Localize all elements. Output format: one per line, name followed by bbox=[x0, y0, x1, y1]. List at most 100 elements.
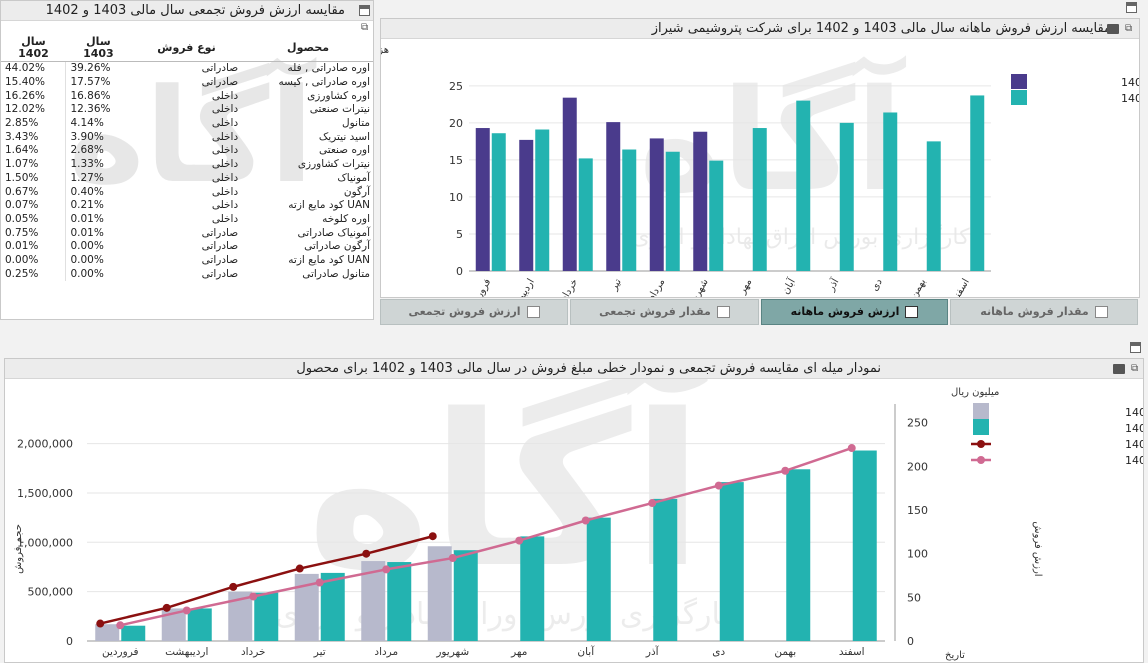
point-1403 bbox=[428, 532, 437, 541]
bar-1402 bbox=[786, 469, 811, 641]
table-row[interactable]: UAN کود مایع ازته داخلی 0.21% 0.07% bbox=[1, 198, 373, 213]
y-axis-label: حجم فروش bbox=[13, 524, 24, 574]
x-tick-label: اسفند bbox=[839, 646, 865, 658]
line-1403 bbox=[99, 535, 434, 625]
column-header-year-1403[interactable]: سال 1403 bbox=[65, 35, 131, 62]
point-1402 bbox=[714, 481, 723, 490]
export-excel-icon[interactable]: ⧉ bbox=[361, 22, 369, 33]
y2-tick-label: 200 bbox=[907, 460, 928, 473]
maximize-icon[interactable] bbox=[1126, 2, 1137, 13]
product-cell: متانول صادراتی bbox=[302, 267, 370, 280]
bar-1403 bbox=[562, 97, 577, 271]
table-row[interactable]: اوره کلوخه داخلی 0.01% 0.05% bbox=[1, 212, 373, 227]
table-row[interactable]: اوره صنعتی داخلی 2.68% 1.64% bbox=[1, 144, 373, 158]
y-tick-label: 5 bbox=[456, 228, 463, 241]
x-tick-label: مهر bbox=[737, 277, 755, 297]
point-1402 bbox=[781, 466, 790, 475]
sale-type-cell: داخلی bbox=[211, 89, 239, 102]
share-1402-cell: 3.43% bbox=[5, 130, 39, 143]
table-row[interactable]: آرگون داخلی 0.40% 0.67% bbox=[1, 185, 373, 199]
bar-1402 bbox=[187, 608, 212, 641]
sale-type-cell: داخلی bbox=[211, 117, 239, 130]
y-tick-label: 0 bbox=[66, 635, 73, 648]
product-share-table: محصول نوع فروش سال 1403 سال 1402 اوره صا… bbox=[1, 35, 373, 281]
column-header-sale-type[interactable]: نوع فروش bbox=[130, 35, 243, 62]
export-excel-icon[interactable]: ⧉ bbox=[1125, 23, 1133, 34]
bar-1402 bbox=[453, 550, 478, 641]
table-row[interactable]: متانول صادراتی صادراتی 0.00% 0.25% bbox=[1, 267, 373, 281]
share-1403-cell: 1.33% bbox=[65, 157, 131, 172]
point-1402 bbox=[448, 554, 457, 563]
product-cell: اوره صادراتی , فله bbox=[287, 62, 371, 75]
table-row[interactable]: نیترات کشاورزی داخلی 1.33% 1.07% bbox=[1, 157, 373, 172]
y-tick-label: 0 bbox=[456, 265, 463, 278]
share-1402-cell: 1.07% bbox=[5, 158, 39, 171]
tab-label: مقدار فروش ماهانه bbox=[980, 305, 1089, 318]
tab-monthly-volume[interactable]: مقدار فروش ماهانه bbox=[950, 299, 1138, 325]
legend-label: حجم فروش تجمعی 1403 bbox=[1125, 406, 1143, 419]
table-row[interactable]: اسید نیتریک داخلی 3.90% 3.43% bbox=[1, 130, 373, 145]
x-tick-label: آبان bbox=[577, 645, 595, 658]
sale-type-cell: صادراتی bbox=[201, 267, 239, 280]
x-tick-label: مهر bbox=[510, 646, 527, 658]
bar-1402 bbox=[839, 122, 854, 271]
share-1402-cell: 1.64% bbox=[5, 144, 39, 157]
y2-axis-label: ارزش فروش bbox=[1032, 521, 1043, 576]
export-pdf-icon[interactable] bbox=[1107, 24, 1119, 34]
point-1403 bbox=[162, 603, 171, 612]
bar-1403 bbox=[519, 139, 534, 271]
table-row[interactable]: UAN کود مایع ازته صادراتی 0.00% 0.00% bbox=[1, 253, 373, 268]
table-row[interactable]: نیترات صنعتی داخلی 12.36% 12.02% bbox=[1, 103, 373, 117]
share-1403-cell: 16.86% bbox=[65, 89, 131, 104]
y2-tick-label: 150 bbox=[907, 504, 928, 517]
share-1402-cell: 15.40% bbox=[5, 76, 46, 89]
point-1402 bbox=[182, 606, 191, 615]
share-1402-cell: 12.02% bbox=[5, 103, 46, 116]
table-row[interactable]: اوره کشاورزی داخلی 16.86% 16.26% bbox=[1, 89, 373, 104]
table-row[interactable]: آمونیاک داخلی 1.27% 1.50% bbox=[1, 171, 373, 186]
sale-type-cell: داخلی bbox=[211, 199, 239, 212]
tab-cumulative-volume[interactable]: مقدار فروش تجمعی bbox=[570, 299, 759, 325]
share-1403-cell: 1.27% bbox=[65, 171, 131, 186]
sale-type-cell: داخلی bbox=[211, 158, 239, 171]
product-cell: اوره صنعتی bbox=[319, 144, 370, 157]
x-tick-label: بهمن bbox=[908, 277, 928, 297]
cumulative-sales-panel: نمودار میله ای مقایسه فروش تجمعی و نمودا… bbox=[4, 358, 1144, 663]
export-pdf-icon[interactable] bbox=[1113, 364, 1125, 374]
tab-monthly-value[interactable]: ارزش فروش ماهانه bbox=[761, 299, 948, 325]
share-1403-cell: 4.14% bbox=[65, 116, 131, 131]
column-header-product[interactable]: محصول bbox=[242, 35, 373, 62]
table-row[interactable]: اوره صادراتی , فله صادراتی 39.26% 44.02% bbox=[1, 61, 373, 76]
bar-1402 bbox=[320, 572, 345, 641]
table-row[interactable]: آمونیاک صادراتی صادراتی 0.01% 0.75% bbox=[1, 226, 373, 240]
tab-label: مقدار فروش تجمعی bbox=[599, 305, 711, 318]
point-1402 bbox=[315, 578, 324, 587]
bar-chart-icon bbox=[1094, 306, 1108, 318]
maximize-icon[interactable] bbox=[1130, 342, 1141, 353]
bar-1402 bbox=[752, 128, 767, 271]
table-row[interactable]: اوره صادراتی , کیسه صادراتی 17.57% 15.40% bbox=[1, 75, 373, 90]
product-cell: متانول bbox=[342, 117, 370, 130]
table-row[interactable]: متانول داخلی 4.14% 2.85% bbox=[1, 116, 373, 131]
share-1403-cell: 0.21% bbox=[65, 198, 131, 213]
maximize-icon[interactable] bbox=[359, 5, 370, 16]
sale-type-cell: صادراتی bbox=[201, 240, 239, 253]
share-1402-cell: 0.05% bbox=[5, 212, 39, 225]
legend-swatch bbox=[977, 440, 985, 448]
column-header-year-1402[interactable]: سال 1402 bbox=[1, 35, 66, 62]
tab-cumulative-value[interactable]: ارزش فروش تجمعی bbox=[380, 299, 568, 325]
bar-1402 bbox=[586, 517, 611, 641]
x-tick-label: خرداد bbox=[559, 277, 580, 297]
bar-1402 bbox=[796, 100, 811, 271]
y-tick-label: 20 bbox=[449, 117, 463, 130]
product-cell: آمونیاک bbox=[337, 171, 370, 184]
bar-1402 bbox=[535, 129, 550, 271]
export-excel-icon[interactable]: ⧉ bbox=[1131, 363, 1139, 374]
x-tick-label: فروردین bbox=[102, 646, 139, 658]
bar-1402 bbox=[121, 625, 146, 641]
product-cell: آرگون bbox=[343, 185, 370, 198]
share-1403-cell: 17.57% bbox=[65, 75, 131, 90]
table-row[interactable]: آرگون صادراتی صادراتی 0.00% 0.01% bbox=[1, 239, 373, 254]
bar-1402 bbox=[387, 562, 412, 641]
